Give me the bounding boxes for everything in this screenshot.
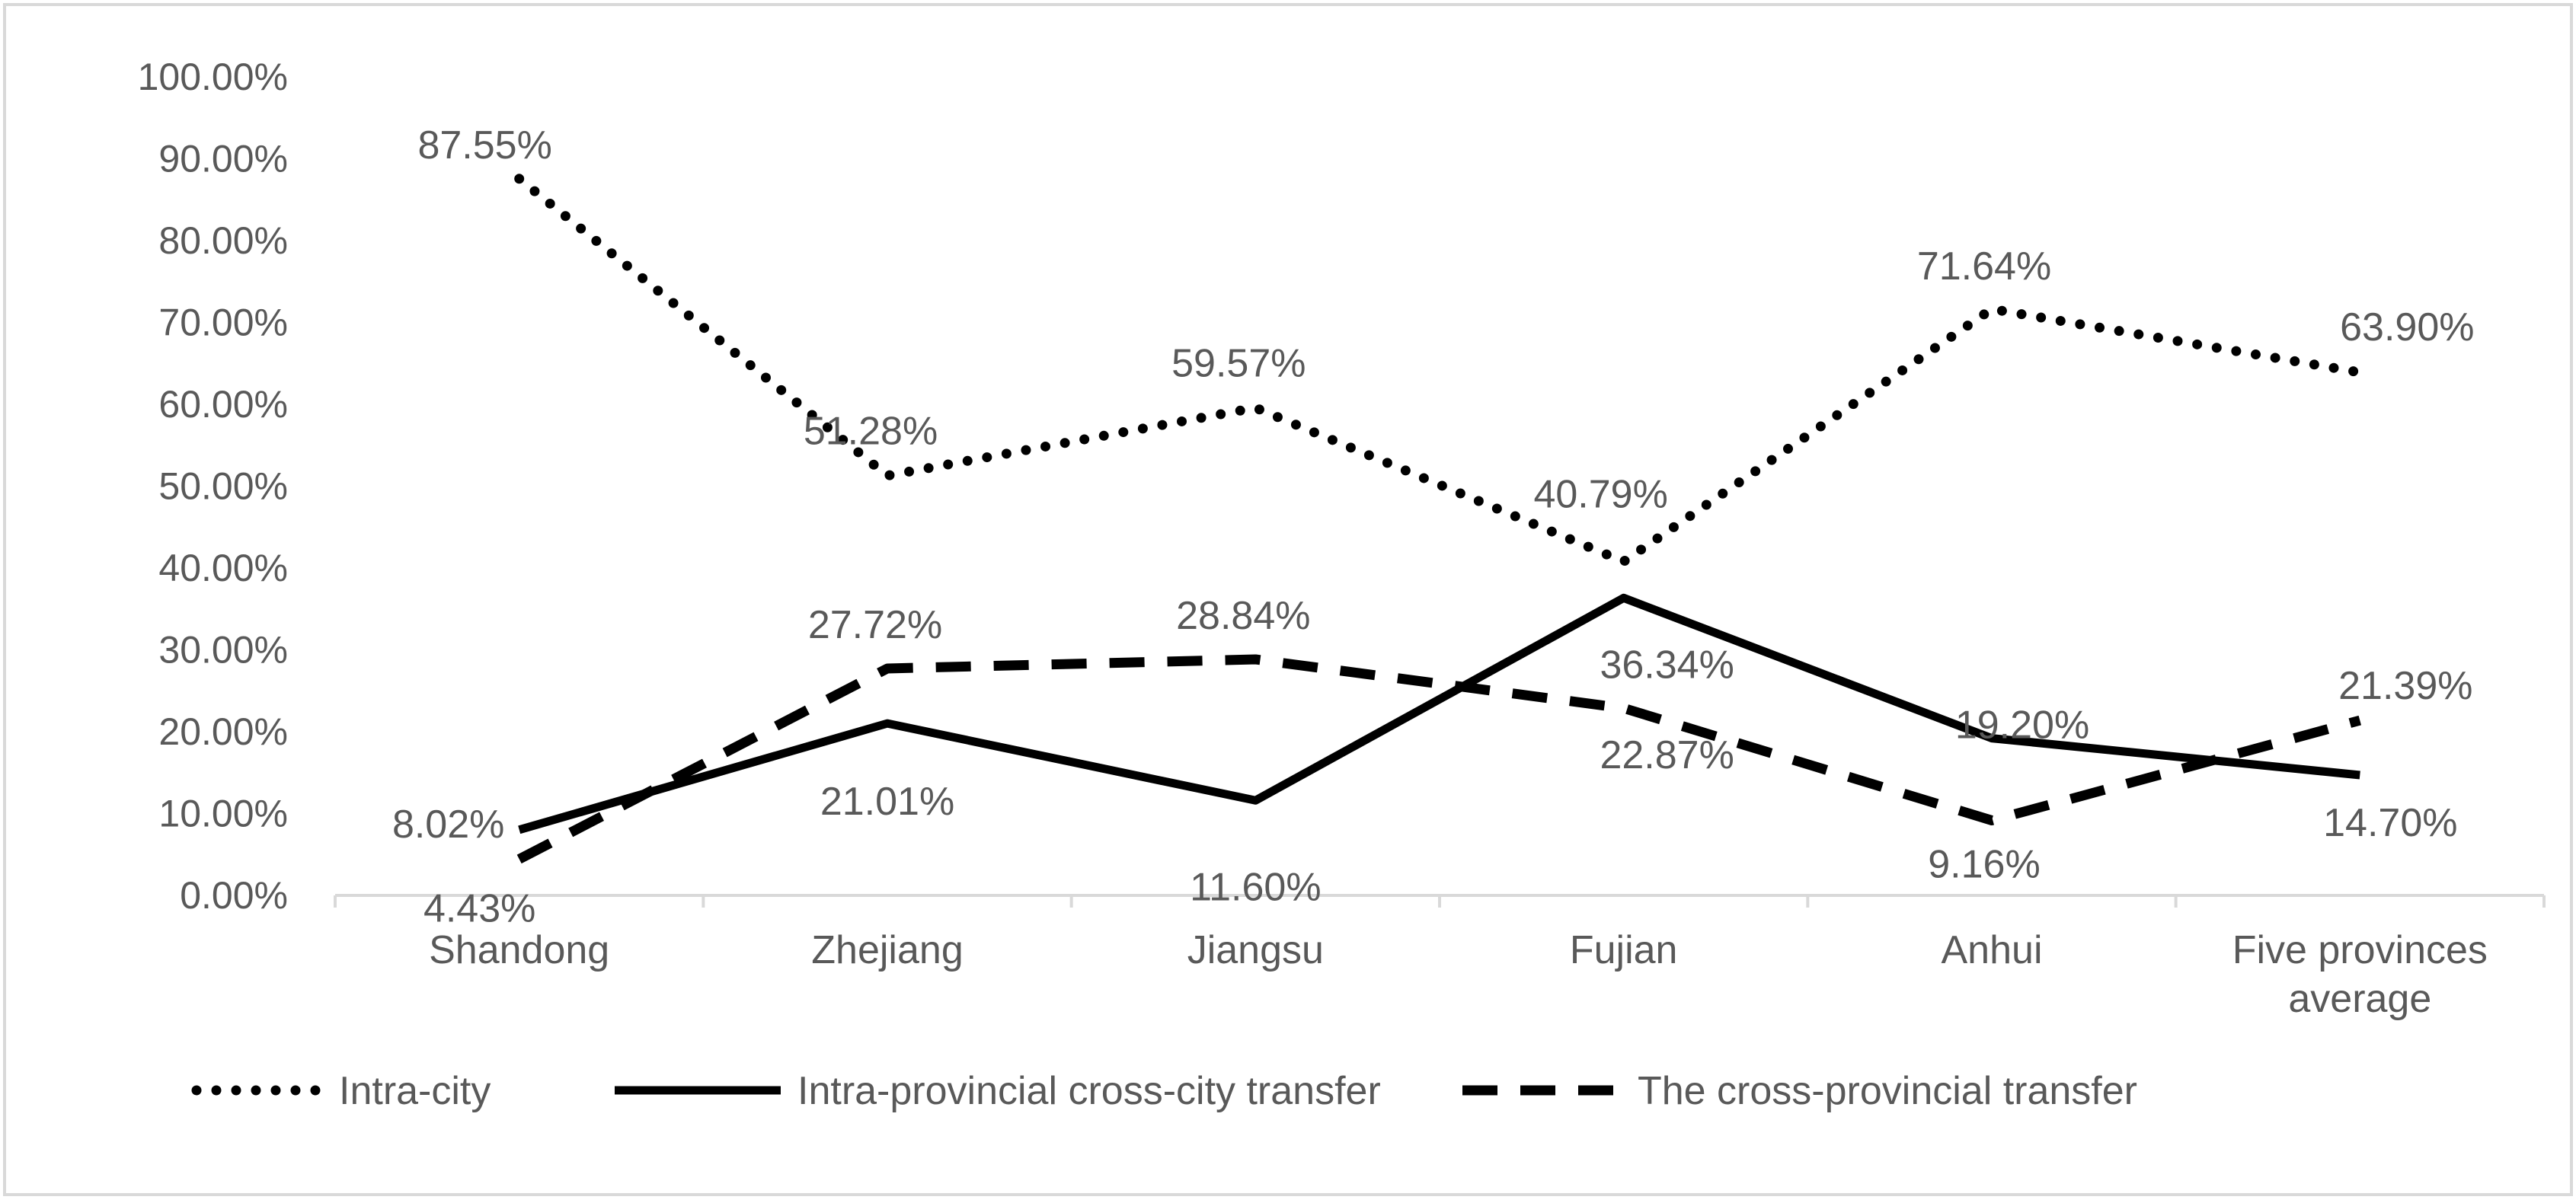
y-tick-label: 20.00% [158,710,288,753]
y-tick-label: 30.00% [158,629,288,672]
data-label: 27.72% [808,603,942,647]
data-label: 19.20% [1955,704,2089,748]
y-tick-label: 100.00% [138,56,288,98]
data-label: 4.43% [423,886,535,930]
data-label: 9.16% [1928,843,2040,887]
chart-frame [3,3,2573,1196]
series-line-2 [518,593,2360,834]
data-label: 22.87% [1600,733,1734,777]
x-axis-labels: Shandong Zhejiang Jiangsu Fujian Anhui Five p… [429,928,2488,1021]
legend-label: Intra-provincial cross-city transfer [797,1069,1381,1113]
y-tick-label: 40.00% [158,547,288,589]
series-line-1 [514,174,2365,566]
x-tick-label: Fujian [1570,928,1678,972]
data-label: 8.02% [392,803,504,847]
data-label: 11.60% [1190,865,1322,909]
x-tick-label: Zhejiang [811,928,963,972]
data-label: 59.57% [1171,342,1306,386]
data-label: 71.64% [1917,244,2051,289]
y-tick-label: 70.00% [158,302,288,344]
series-lines [514,174,2365,864]
x-tick-label: Jiangsu [1187,928,1324,972]
x-tick-label: Shandong [429,928,609,972]
x-tick-label: Five provinces [2232,928,2488,972]
y-tick-label: 80.00% [158,219,288,262]
data-label: 21.39% [2338,664,2472,708]
data-label: 21.01% [820,780,954,824]
legend: Intra-city Intra-provincial cross-city tr… [191,1069,2137,1113]
y-tick-label: 0.00% [180,874,288,917]
data-label: 14.70% [2323,801,2457,845]
data-label: 63.90% [2340,305,2474,349]
y-tick-label: 50.00% [158,465,288,508]
x-axis-ticks [334,895,2546,908]
legend-label: The cross-provincial transfer [1638,1069,2137,1113]
y-tick-label: 60.00% [158,383,288,426]
x-tick-label: Anhui [1942,928,2043,972]
x-tick-label: average [2288,977,2431,1021]
y-tick-label: 90.00% [158,138,288,180]
data-label: 87.55% [417,123,551,168]
y-axis-ticks: 0.00% 10.00% 20.00% 30.00% 40.00% 50.00% 60.00… [138,56,288,917]
data-labels: 87.55% 51.28% 59.57% 40.79% 71.64% 63.90% 8.02… [392,123,2475,931]
data-label: 40.79% [1533,473,1667,517]
y-tick-label: 10.00% [158,793,288,835]
data-label: 36.34% [1600,643,1734,687]
data-label: 28.84% [1176,594,1310,638]
data-label: 51.28% [804,410,938,454]
legend-label: Intra-city [339,1069,491,1113]
